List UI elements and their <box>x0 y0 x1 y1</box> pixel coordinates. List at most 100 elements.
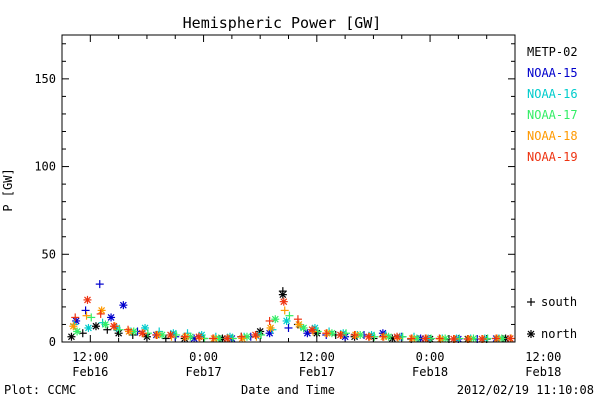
legend-item: NOAA-15 <box>527 66 578 80</box>
x-tick-label-date: Feb17 <box>299 365 335 379</box>
data-points <box>67 280 516 343</box>
south-point <box>81 306 90 315</box>
north-point <box>303 329 312 338</box>
north-marker-icon <box>527 330 535 338</box>
north-point <box>294 320 303 329</box>
south-point <box>265 316 274 325</box>
north-point <box>107 313 116 322</box>
north-point <box>266 323 275 332</box>
legend: METP-02 NOAA-15 NOAA-16 NOAA-17 NOAA-18 NOAA-… <box>527 45 578 164</box>
x-tick-label-time: 12:00 <box>525 350 561 364</box>
south-point <box>87 313 96 322</box>
north-point <box>299 323 308 332</box>
north-point <box>364 332 373 341</box>
south-point <box>435 334 444 343</box>
x-axis-label: Date and Time <box>241 383 335 397</box>
series-noaa-19 <box>71 295 515 343</box>
south-point <box>78 329 87 338</box>
north-point <box>265 329 274 338</box>
north-point <box>421 334 430 343</box>
south-point <box>407 334 416 343</box>
south-point <box>71 313 80 322</box>
north-point <box>91 322 100 331</box>
x-tick-label-time: 12:00 <box>299 350 335 364</box>
north-point <box>238 334 247 343</box>
north-point <box>119 301 128 310</box>
north-point <box>251 330 260 339</box>
south-point <box>152 330 161 339</box>
north-point <box>109 322 118 331</box>
north-point <box>101 320 110 329</box>
y-tick-label: 0 <box>49 335 56 349</box>
plot-frame <box>61 34 516 343</box>
north-point <box>449 335 458 343</box>
north-point <box>125 327 134 336</box>
north-point <box>506 334 515 343</box>
chart-title: Hemispheric Power [GW] <box>183 14 382 32</box>
marker-legend-label: north <box>541 327 577 341</box>
x-tick-label-date: Feb16 <box>72 365 108 379</box>
south-point <box>293 315 302 324</box>
south-point <box>180 332 189 341</box>
north-point <box>142 332 151 341</box>
south-point <box>492 334 501 343</box>
x-tick-label-date: Feb17 <box>186 365 222 379</box>
south-point <box>115 325 124 334</box>
north-point <box>73 327 82 336</box>
north-point <box>223 334 232 343</box>
south-point <box>285 311 294 320</box>
x-tick-label-time: 0:00 <box>189 350 218 364</box>
y-tick-label: 150 <box>34 72 56 86</box>
north-point <box>67 332 76 341</box>
x-tick-label-time: 0:00 <box>416 350 445 364</box>
north-point <box>83 295 92 304</box>
south-point <box>280 306 289 315</box>
x-tick-label-date: Feb18 <box>412 365 448 379</box>
south-point <box>350 330 359 339</box>
south-point <box>161 334 170 343</box>
north-point <box>477 335 486 343</box>
north-point <box>69 322 78 331</box>
south-marker-icon <box>527 298 535 306</box>
y-tick-label: 100 <box>34 160 56 174</box>
legend-item: METP-02 <box>527 45 578 59</box>
south-point <box>124 325 133 334</box>
marker-legend: south north <box>527 295 577 341</box>
north-point <box>282 316 291 325</box>
north-point <box>194 332 203 341</box>
plot-timestamp: 2012/02/19 11:10:08 <box>457 383 594 397</box>
north-point <box>138 329 147 338</box>
south-point <box>209 334 217 343</box>
x-tick-label-date: Feb18 <box>525 365 561 379</box>
north-point <box>278 290 287 299</box>
y-tick-label: 50 <box>42 247 56 261</box>
north-point <box>166 330 175 339</box>
plot-source: Plot: CCMC <box>4 383 76 397</box>
marker-legend-label: south <box>541 295 577 309</box>
north-point <box>84 323 93 332</box>
x-tick-label-time: 12:00 <box>72 350 108 364</box>
legend-item: NOAA-16 <box>527 87 578 101</box>
south-point <box>237 332 246 341</box>
south-point <box>322 329 331 338</box>
series-noaa-17 <box>73 311 506 343</box>
y-axis-label: P [GW] <box>1 168 15 211</box>
north-point <box>336 330 345 339</box>
north-point <box>97 306 106 315</box>
south-point <box>96 309 105 318</box>
north-point <box>279 297 288 306</box>
south-point <box>95 280 104 289</box>
south-point <box>284 323 293 332</box>
south-point <box>342 329 351 338</box>
north-point <box>308 325 317 334</box>
north-point <box>271 315 280 324</box>
legend-item: NOAA-17 <box>527 108 578 122</box>
south-point <box>378 332 387 341</box>
y-axis: 0 50 100 150 <box>34 43 515 349</box>
south-point <box>82 311 91 320</box>
legend-item: NOAA-19 <box>527 150 578 164</box>
north-point <box>393 332 402 341</box>
x-axis: 12:00Feb160:00Feb1712:00Feb170:00Feb1812… <box>72 35 561 379</box>
legend-item: NOAA-18 <box>527 129 578 143</box>
